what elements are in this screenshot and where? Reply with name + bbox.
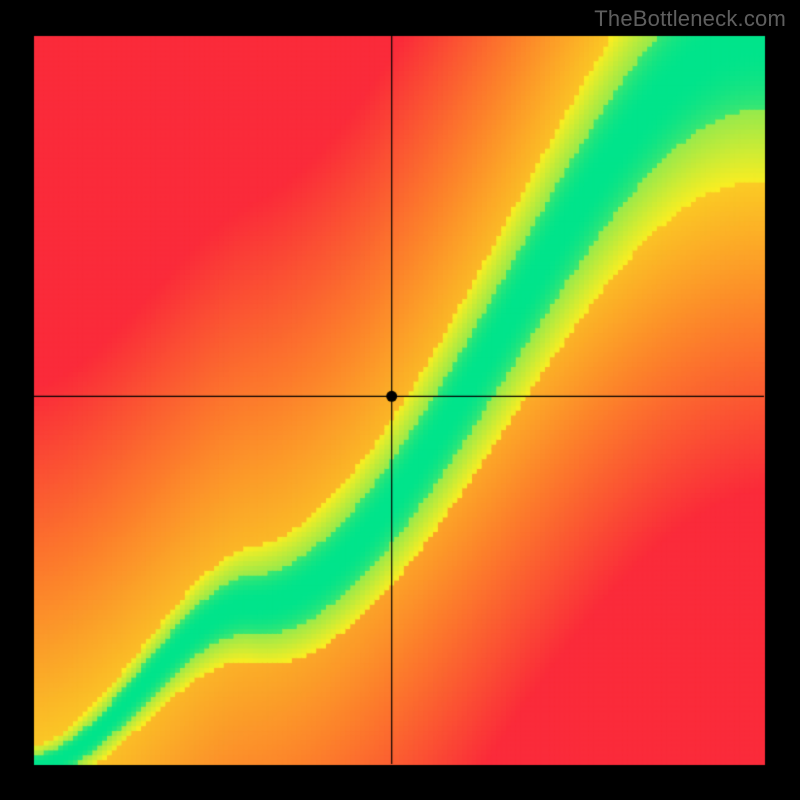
watermark-text: TheBottleneck.com	[594, 6, 786, 32]
bottleneck-heatmap	[0, 0, 800, 800]
chart-frame: TheBottleneck.com	[0, 0, 800, 800]
